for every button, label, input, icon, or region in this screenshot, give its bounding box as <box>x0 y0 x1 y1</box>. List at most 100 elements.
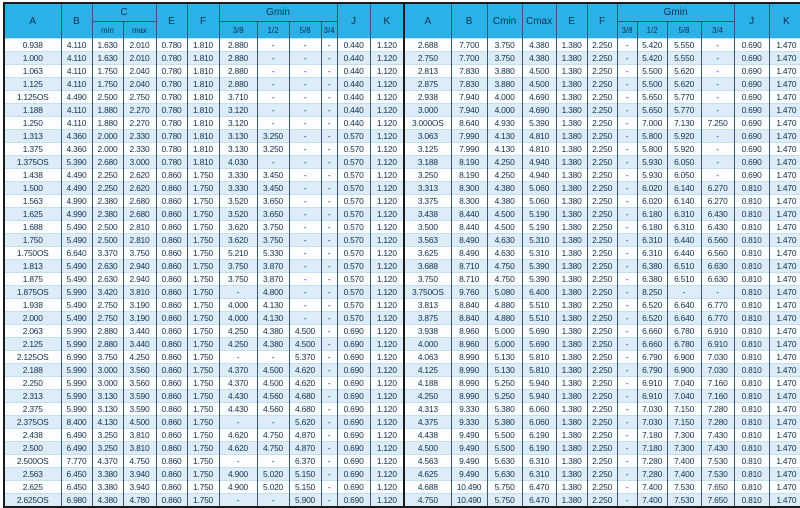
cell: 6.630 <box>700 272 735 286</box>
cell: 4.130 <box>486 142 523 156</box>
cell: 1.750 <box>186 402 220 416</box>
cell: 2.375OS <box>3 415 61 429</box>
col-header-b-right: B <box>450 3 488 39</box>
cell: - <box>320 90 338 104</box>
header-row-top: A B C E F Gmin J K A B Cmin Cmax E F Gmi… <box>3 3 800 39</box>
cell: 5.770 <box>666 90 702 104</box>
cell: 0.570 <box>336 298 371 312</box>
cell: 6.270 <box>700 181 735 195</box>
cell: 3.810 <box>122 441 157 455</box>
cell: 3.560 <box>122 376 157 390</box>
cell: 1.120 <box>369 415 405 429</box>
cell: 8.840 <box>450 298 488 312</box>
cell: 6.520 <box>636 311 668 325</box>
cell: 2.250 <box>586 493 618 507</box>
cell: 7.650 <box>700 480 735 494</box>
cell: 4.380 <box>256 324 290 338</box>
cell: 7.180 <box>636 441 668 455</box>
cell: 1.470 <box>768 51 800 65</box>
cell: 5.920 <box>666 142 702 156</box>
cell: 1.380 <box>555 207 588 221</box>
cell: - <box>288 233 322 247</box>
cell: 5.810 <box>521 350 557 364</box>
cell: 2.010 <box>122 51 157 65</box>
cell: 0.860 <box>155 324 188 338</box>
cell: 2.750 <box>91 311 123 325</box>
cell: 7.990 <box>450 142 488 156</box>
col-header-e-left: E <box>155 3 188 39</box>
cell: 3.190 <box>122 311 157 325</box>
cell: - <box>320 402 338 416</box>
cell: 6.370 <box>288 454 322 468</box>
cell: 4.110 <box>60 77 92 91</box>
cell: 1.380 <box>555 363 588 377</box>
cell: 1.120 <box>369 233 405 247</box>
cell: - <box>320 324 338 338</box>
cell: 7.770 <box>60 454 92 468</box>
cell: 0.860 <box>155 467 188 481</box>
cell: 6.380 <box>636 259 668 273</box>
col-header-j-left: J <box>336 3 371 39</box>
cell: 1.120 <box>369 389 405 403</box>
cell: 3.130 <box>218 129 258 143</box>
cell: 2.680 <box>122 194 157 208</box>
cell: 8.960 <box>450 324 488 338</box>
cell: 1.470 <box>768 207 800 221</box>
cell: 5.990 <box>60 337 92 351</box>
cell: 0.780 <box>155 155 188 169</box>
cell: 5.990 <box>60 285 92 299</box>
col-header-c-group-left: C <box>91 3 157 22</box>
cell: 5.500 <box>486 441 523 455</box>
cell: 2.040 <box>122 77 157 91</box>
cell: 1.688 <box>3 220 61 234</box>
cell: 1.880 <box>91 103 123 117</box>
cell: 3.590 <box>122 402 157 416</box>
cell: 1.380 <box>555 402 588 416</box>
cell: 8.960 <box>450 337 488 351</box>
cell: 5.150 <box>288 480 322 494</box>
cell: 0.690 <box>733 38 770 52</box>
cell: 2.810 <box>122 233 157 247</box>
cell: 4.250 <box>218 337 258 351</box>
cell: - <box>700 90 735 104</box>
cell: - <box>616 246 638 260</box>
cell: 1.470 <box>768 168 800 182</box>
cell: - <box>616 207 638 221</box>
cell: 4.250 <box>403 389 452 403</box>
cell: 0.690 <box>733 90 770 104</box>
cell: 1.938 <box>3 298 61 312</box>
cell: 6.640 <box>60 246 92 260</box>
cell: 4.030 <box>218 155 258 169</box>
cell: 1.750 <box>186 337 220 351</box>
cell: 1.750 <box>186 428 220 442</box>
cell: - <box>616 194 638 208</box>
cell: 3.250 <box>91 428 123 442</box>
cell: 1.810 <box>186 116 220 130</box>
cell: 4.690 <box>521 103 557 117</box>
cell: 5.390 <box>521 116 557 130</box>
cell: 3.650 <box>256 207 290 221</box>
cell: 6.490 <box>60 428 92 442</box>
cell: 1.750OS <box>3 246 61 260</box>
cell: 1.470 <box>768 142 800 156</box>
cell: 0.690 <box>733 51 770 65</box>
cell: 4.870 <box>288 428 322 442</box>
cell: 4.800 <box>256 285 290 299</box>
cell: 1.380 <box>555 64 588 78</box>
cell: 1.120 <box>369 467 405 481</box>
cell: 4.110 <box>60 116 92 130</box>
cell: 1.120 <box>369 51 405 65</box>
cell: 3.000 <box>122 155 157 169</box>
cell: 0.810 <box>733 324 770 338</box>
cell: 4.000 <box>486 103 523 117</box>
cell: - <box>320 168 338 182</box>
cell: - <box>616 142 638 156</box>
cell: 4.940 <box>521 155 557 169</box>
cell: 5.930 <box>636 168 668 182</box>
cell: 0.810 <box>733 311 770 325</box>
cell: 1.750 <box>3 233 61 247</box>
cell: - <box>320 337 338 351</box>
cell: 3.450 <box>256 168 290 182</box>
cell: 3.130 <box>91 402 123 416</box>
cell: 1.750 <box>186 350 220 364</box>
